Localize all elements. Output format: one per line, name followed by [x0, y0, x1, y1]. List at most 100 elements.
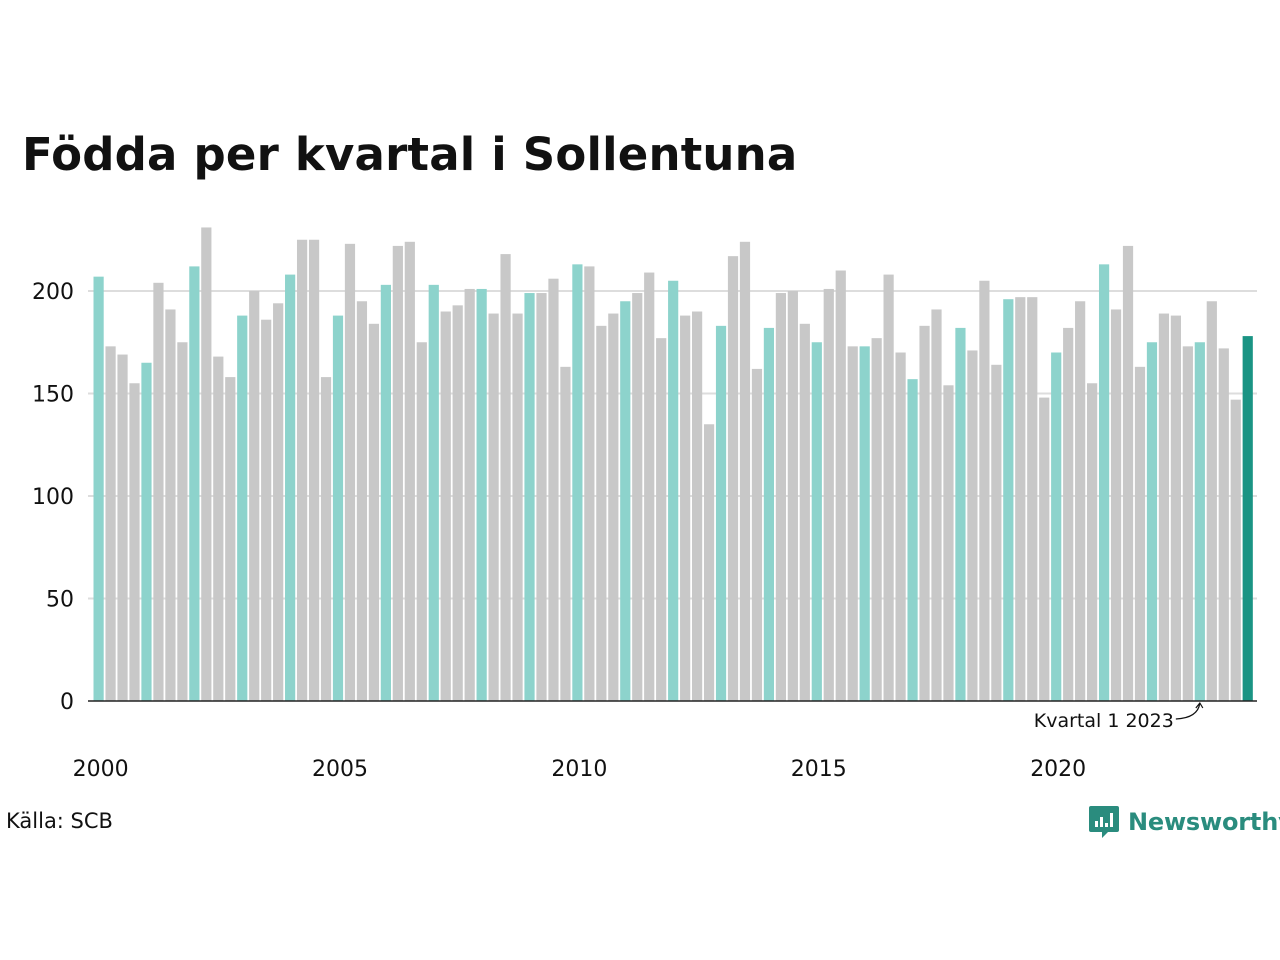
bar [1230, 399, 1241, 701]
bar [1003, 299, 1014, 701]
bar [308, 239, 320, 701]
bar [919, 325, 930, 701]
bar [715, 325, 727, 701]
bar [727, 256, 739, 701]
bar [763, 327, 775, 701]
bar [476, 288, 487, 701]
bar [584, 266, 595, 701]
bar [1122, 245, 1134, 701]
bar [548, 278, 559, 701]
chart-title: Födda per kvartal i Sollentuna [22, 128, 798, 181]
bar [165, 309, 176, 701]
bar [344, 243, 356, 701]
x-tick-label: 2005 [312, 757, 368, 782]
bar [177, 342, 188, 701]
y-tick-label: 200 [32, 280, 74, 305]
bar [931, 309, 942, 701]
bar [320, 377, 332, 701]
bar [799, 323, 810, 701]
bar [416, 342, 427, 701]
bar [620, 301, 631, 701]
bar [1146, 342, 1158, 701]
bar [141, 362, 152, 701]
bar [536, 293, 547, 701]
bar [871, 338, 882, 701]
bar [1015, 297, 1026, 701]
bar [632, 293, 643, 701]
bar [332, 315, 344, 701]
y-axis-ticks: 0 50 100 150 200 [32, 280, 74, 715]
bar [524, 293, 535, 701]
bar [1170, 315, 1181, 701]
bar [751, 368, 763, 701]
brand-logo: Newsworthy [1088, 804, 1280, 840]
bar [237, 315, 248, 701]
bar [500, 254, 511, 701]
bar [117, 354, 128, 701]
bar [452, 305, 463, 701]
bar [1194, 342, 1205, 701]
bar [213, 356, 224, 701]
bar [656, 338, 667, 701]
source-note: Källa: SCB [6, 809, 113, 833]
bar [823, 288, 834, 701]
y-tick-label: 150 [32, 383, 74, 408]
x-tick-label: 2020 [1030, 757, 1086, 782]
bar [811, 342, 822, 701]
bar [979, 280, 990, 701]
bar [261, 319, 272, 701]
bar [847, 346, 858, 701]
bar [1051, 352, 1062, 701]
y-tick-label: 50 [46, 588, 74, 613]
annotation: Kvartal 1 2023 [1034, 701, 1204, 732]
bar [703, 424, 715, 701]
bar [1110, 309, 1122, 701]
annotation-arrow [1175, 701, 1204, 720]
x-tick-label: 2010 [551, 757, 607, 782]
x-tick-label: 2015 [791, 757, 847, 782]
bar [201, 227, 212, 701]
bar [189, 266, 200, 701]
bars [93, 227, 1253, 702]
bar [1158, 313, 1170, 701]
bar [404, 241, 415, 702]
bar [1182, 346, 1193, 701]
bar [356, 301, 368, 701]
bar [943, 385, 954, 701]
bar [225, 377, 236, 701]
bar [93, 276, 104, 701]
bar [440, 311, 451, 701]
bar [967, 350, 978, 701]
bar [883, 274, 894, 701]
bar [488, 313, 499, 701]
x-axis-ticks: 2000 2005 2010 2015 2020 [73, 757, 1087, 782]
bar [1087, 383, 1098, 701]
x-tick-label: 2000 [73, 757, 129, 782]
bar [368, 323, 380, 701]
bar [991, 364, 1002, 701]
bar [153, 282, 164, 701]
bar [273, 303, 284, 701]
newsworthy-icon [1089, 806, 1119, 838]
bar [380, 284, 391, 701]
bar [895, 352, 906, 701]
bar [1218, 348, 1229, 701]
bar [285, 274, 296, 701]
bar [1134, 366, 1146, 701]
bar [1075, 301, 1086, 701]
bar [560, 366, 571, 701]
bar [644, 272, 655, 701]
bar [668, 280, 679, 701]
bar [835, 270, 846, 701]
bar [1206, 301, 1217, 701]
bar [1027, 297, 1038, 701]
bar [572, 264, 583, 701]
bar [1063, 327, 1074, 701]
bar [1242, 336, 1253, 701]
y-tick-label: 0 [60, 690, 74, 715]
bar [296, 239, 308, 701]
bar [464, 288, 475, 701]
bar [739, 241, 751, 702]
bar [775, 293, 786, 701]
